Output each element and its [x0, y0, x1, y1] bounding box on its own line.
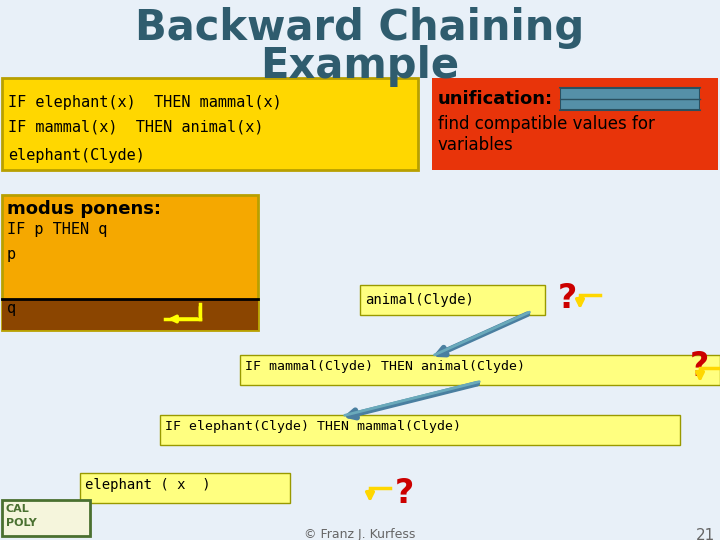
- Text: IF mammal(x)  THEN animal(x): IF mammal(x) THEN animal(x): [8, 120, 264, 135]
- Bar: [2, 500, 90, 536]
- Polygon shape: [700, 88, 710, 110]
- Text: animal(Clyde): animal(Clyde): [365, 293, 474, 307]
- Text: IF elephant(x)  THEN mammal(x): IF elephant(x) THEN mammal(x): [8, 95, 282, 110]
- Text: ?: ?: [690, 350, 709, 383]
- Polygon shape: [550, 88, 560, 110]
- Bar: [2, 195, 258, 330]
- Bar: [560, 88, 700, 110]
- Text: POLY: POLY: [6, 518, 37, 528]
- Text: 21: 21: [696, 528, 715, 540]
- Text: modus ponens:: modus ponens:: [7, 200, 161, 218]
- Bar: [240, 355, 720, 385]
- Text: Backward Chaining: Backward Chaining: [135, 7, 585, 49]
- Text: IF elephant(Clyde) THEN mammal(Clyde): IF elephant(Clyde) THEN mammal(Clyde): [165, 420, 461, 433]
- Bar: [2, 299, 258, 330]
- Text: ?: ?: [395, 477, 414, 510]
- Text: unification:: unification:: [438, 90, 553, 108]
- Text: q: q: [7, 301, 16, 316]
- Text: p: p: [7, 247, 16, 262]
- Bar: [160, 415, 680, 445]
- Bar: [2, 78, 418, 170]
- Text: © Franz J. Kurfess: © Franz J. Kurfess: [305, 528, 415, 540]
- Text: ?: ?: [558, 282, 577, 315]
- Bar: [360, 285, 545, 315]
- Text: elephant ( x  ): elephant ( x ): [85, 478, 211, 492]
- Text: elephant(Clyde): elephant(Clyde): [8, 148, 145, 163]
- Text: find compatible values for
variables: find compatible values for variables: [438, 115, 655, 154]
- Text: IF mammal(Clyde) THEN animal(Clyde): IF mammal(Clyde) THEN animal(Clyde): [245, 360, 525, 373]
- Bar: [80, 473, 290, 503]
- Text: CAL: CAL: [6, 504, 30, 514]
- Text: Example: Example: [261, 45, 459, 87]
- Bar: [432, 78, 718, 170]
- Text: IF p THEN q: IF p THEN q: [7, 222, 107, 237]
